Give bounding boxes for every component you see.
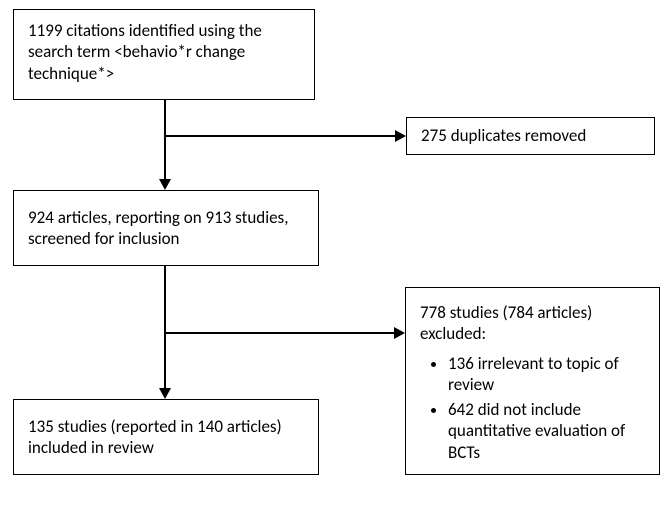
- excluded-bullet: 642 did not include quantitative evaluat…: [448, 399, 645, 463]
- box-identified: 1199 citations identified using the sear…: [13, 9, 315, 100]
- box-identified-text: 1199 citations identified using the sear…: [28, 20, 262, 84]
- arrow-head-to-excluded: [394, 327, 405, 339]
- arrow-head-identified-screened: [159, 179, 171, 190]
- box-excluded: 778 studies (784 articles) excluded: 136…: [405, 287, 660, 475]
- box-excluded-bullets: 136 irrelevant to topic of review 642 di…: [416, 353, 645, 463]
- arrow-screened-included: [164, 266, 166, 389]
- box-excluded-header: 778 studies (784 articles) excluded:: [416, 302, 645, 345]
- arrow-to-excluded: [165, 332, 395, 334]
- arrow-head-screened-included: [159, 388, 171, 399]
- arrow-head-to-duplicates: [395, 130, 406, 142]
- box-screened: 924 articles, reporting on 913 studies, …: [13, 190, 319, 266]
- box-duplicates-text: 275 duplicates removed: [421, 125, 586, 146]
- excluded-bullet: 136 irrelevant to topic of review: [448, 353, 645, 396]
- box-duplicates: 275 duplicates removed: [406, 117, 655, 155]
- box-included: 135 studies (reported in 140 articles) i…: [13, 399, 319, 475]
- box-screened-text: 924 articles, reporting on 913 studies, …: [28, 207, 288, 249]
- arrow-identified-screened: [164, 100, 166, 180]
- arrow-to-duplicates: [165, 135, 396, 137]
- box-included-text: 135 studies (reported in 140 articles) i…: [28, 416, 282, 458]
